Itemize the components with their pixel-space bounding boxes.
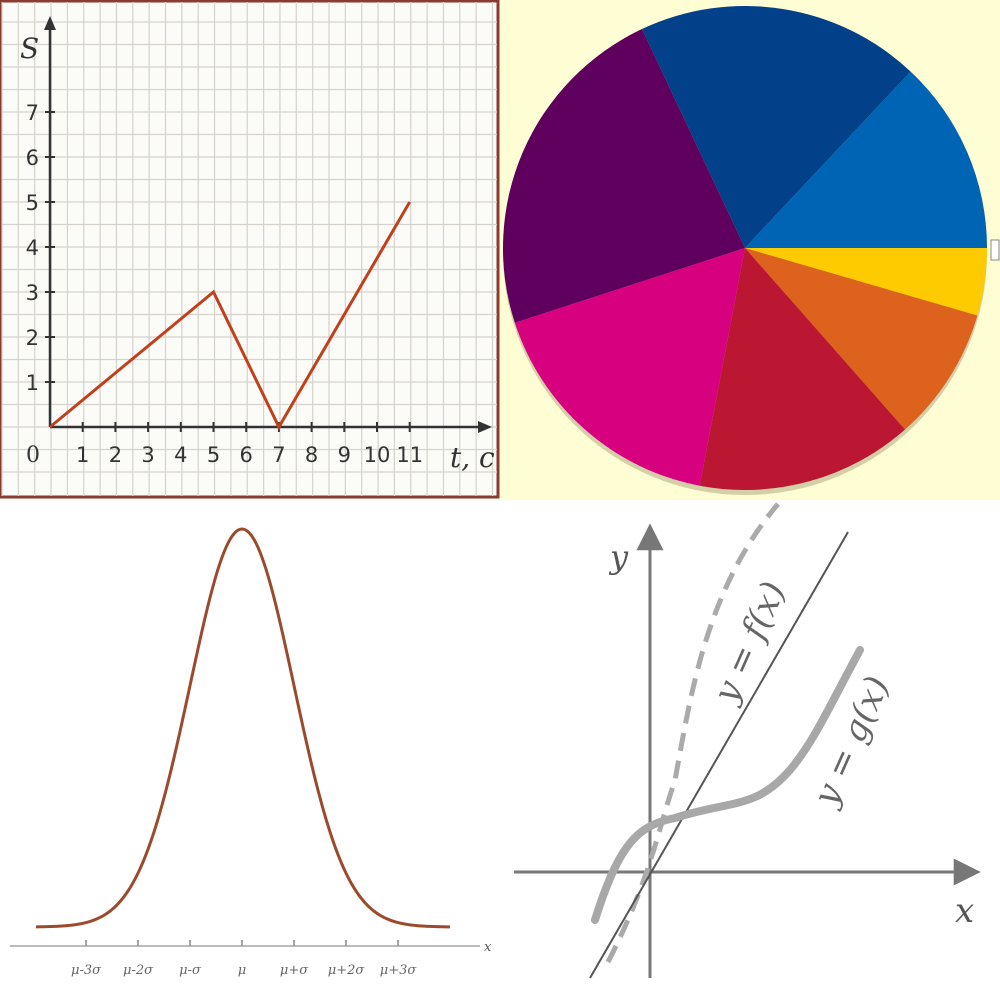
slice-marker [990, 239, 1000, 261]
bell-curve [35, 527, 451, 929]
y-axis-label: y [608, 538, 629, 576]
x-axis-label: x [955, 891, 974, 931]
x-tick-label: μ-2σ [123, 963, 154, 978]
x-tick-label: μ+σ [280, 963, 309, 978]
origin-label: 0 [26, 443, 40, 468]
pie-slice [641, 6, 911, 248]
y-tick-label: 5 [26, 191, 39, 215]
y-tick-label: 4 [26, 236, 39, 260]
function-graph-svg: y x y = f(x) y = g(x) [514, 502, 981, 979]
x-tick-label: μ+2σ [328, 963, 366, 978]
x-tick-label: 8 [305, 443, 318, 467]
pie-slice [514, 248, 745, 486]
g-curve-label: y = g(x) [805, 670, 898, 813]
pie-slice [745, 248, 987, 316]
pie-slice [745, 71, 987, 248]
normal-distribution-svg: x μ-3σ μ-2σ μ-σ μ μ+σ μ+2σ μ+3σ [10, 527, 492, 978]
f-curve-label: y = f(x) [705, 576, 794, 711]
f-curve [605, 502, 780, 964]
x-tick-label: 1 [76, 443, 89, 467]
x-tick-label: 5 [207, 443, 220, 467]
x-tick-label: 7 [272, 443, 285, 467]
x-tick-label: μ-σ [179, 963, 202, 978]
chart-frame [0, 0, 500, 499]
x-tick-label: μ [238, 963, 246, 978]
x-tick-label: μ-3σ [71, 963, 102, 978]
y-axis-label: S [20, 32, 39, 65]
x-tick-label: 4 [174, 443, 187, 467]
function-graph-chart: y x y = f(x) y = g(x) [500, 500, 1000, 1000]
x-tick-label: 9 [338, 443, 351, 467]
y-tick-label: 7 [26, 101, 39, 125]
x-tick-label: 3 [141, 443, 154, 467]
y-tick-label: 2 [26, 326, 39, 350]
x-axis-label: t, c [450, 441, 495, 474]
x-tick-label: μ+3σ [380, 963, 418, 978]
y-tick-label: 1 [26, 371, 39, 395]
x-tick-label: 11 [396, 443, 423, 467]
y-tick-label: 6 [26, 146, 39, 170]
pie-svg [503, 6, 1000, 495]
y-axis-arrow [44, 16, 56, 30]
pie-chart [500, 0, 1000, 500]
y-tick-label: 3 [26, 281, 39, 305]
pie-slices [503, 6, 987, 490]
distance-line [49, 201, 411, 431]
axes [44, 16, 492, 433]
identity-line [589, 531, 849, 979]
x-axis-label: x [484, 940, 492, 955]
grid [1, 2, 497, 496]
g-curve [591, 646, 864, 924]
pie-slice [699, 248, 906, 490]
x-tick-label: 6 [240, 443, 253, 467]
pie-slice [745, 248, 978, 430]
x-tick-label: 2 [109, 443, 122, 467]
normal-distribution-chart: x μ-3σ μ-2σ μ-σ μ μ+σ μ+2σ μ+3σ [0, 500, 500, 1000]
pie-slice [503, 29, 745, 323]
distance-time-chart: 1 2 3 4 5 6 7 8 9 10 11 1 2 3 4 5 6 7 S t, c 0 [0, 0, 500, 500]
x-axis-arrow [478, 421, 492, 433]
sigma-ticks: μ-3σ μ-2σ μ-σ μ μ+σ μ+2σ μ+3σ [71, 940, 417, 978]
x-tick-label: 10 [364, 443, 391, 467]
